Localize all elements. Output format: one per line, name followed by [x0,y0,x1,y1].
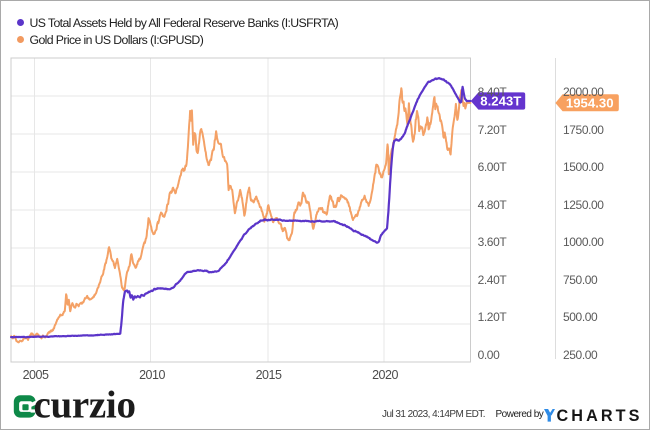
svg-text:curzio: curzio [34,386,136,427]
svg-text:1954.30: 1954.30 [566,95,614,110]
svg-text:8.243T: 8.243T [480,94,521,109]
